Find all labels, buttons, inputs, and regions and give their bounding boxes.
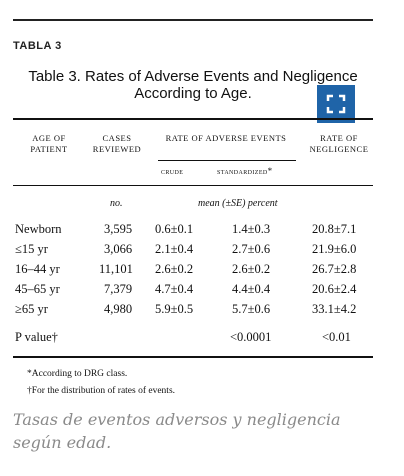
row-2-age: ≤15 yr: [15, 242, 48, 256]
row-1-std: 1.4±0.3: [232, 222, 271, 236]
row-3-neg: 26.7±2.8: [312, 262, 357, 276]
row-3-age: 16–44 yr: [15, 262, 60, 276]
figure-caption: Tasas de eventos adversos y negligencia …: [13, 410, 341, 452]
subheader-standardized: standardized*: [217, 166, 273, 176]
row-4-std: 4.4±0.4: [232, 282, 271, 296]
row-1-neg: 20.8±7.1: [312, 222, 357, 236]
table-title: Table 3. Rates of Adverse Events and Neg…: [28, 68, 358, 102]
row-5-std: 5.7±0.6: [232, 302, 271, 316]
pvalue-std: <0.0001: [230, 330, 272, 344]
row-3-std: 2.6±0.2: [232, 262, 271, 276]
top-divider: [13, 19, 373, 21]
expand-button[interactable]: [317, 85, 355, 123]
row-2-cases: 3,066: [104, 242, 133, 256]
row-5-crude: 5.9±0.5: [155, 302, 194, 316]
expand-icon: [326, 94, 346, 114]
row-3-crude: 2.6±0.2: [155, 262, 194, 276]
row-5-neg: 33.1±4.2: [312, 302, 357, 316]
footnote-1: *According to DRG class.: [27, 369, 128, 379]
col-header-negligence: Rate of Negligence: [309, 133, 369, 154]
header-rule-bottom: [13, 185, 373, 186]
row-1-cases: 3,595: [104, 222, 133, 236]
row-4-cases: 7,379: [104, 282, 133, 296]
col-header-adverse-events: Rate of Adverse Events: [165, 133, 287, 143]
subheader-crude: crude: [161, 166, 184, 176]
pvalue-label: P value†: [15, 330, 58, 344]
subheader-rule: [158, 160, 296, 161]
row-4-age: 45–65 yr: [15, 282, 60, 296]
col-header-age: Age of Patient: [30, 133, 68, 154]
footnote-2: †For the distribution of rates of events…: [27, 386, 176, 396]
col-header-cases: Cases Reviewed: [92, 133, 142, 154]
row-1-age: Newborn: [15, 222, 62, 236]
table-bottom-rule: [13, 356, 373, 358]
unit-rates: mean (±SE) percent: [198, 198, 278, 209]
row-4-neg: 20.6±2.4: [312, 282, 357, 296]
row-2-std: 2.7±0.6: [232, 242, 271, 256]
table-label: TABLA 3: [13, 40, 62, 52]
row-3-cases: 11,101: [99, 262, 133, 276]
pvalue-neg: <0.01: [322, 330, 351, 344]
row-5-age: ≥65 yr: [15, 302, 48, 316]
row-1-crude: 0.6±0.1: [155, 222, 194, 236]
unit-cases: no.: [110, 198, 123, 209]
row-2-neg: 21.9±6.0: [312, 242, 357, 256]
row-5-cases: 4,980: [104, 302, 133, 316]
row-2-crude: 2.1±0.4: [155, 242, 194, 256]
header-rule-top: [13, 118, 373, 120]
row-4-crude: 4.7±0.4: [155, 282, 194, 296]
